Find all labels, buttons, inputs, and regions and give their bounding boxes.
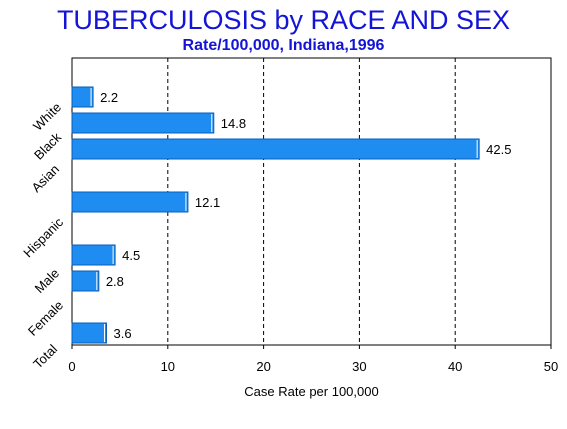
x-axis-ticks: 0 10 20 30 40 50: [68, 345, 558, 374]
x-tick-label: 50: [544, 359, 558, 374]
category-label: Male: [32, 266, 63, 297]
value-label: 14.8: [221, 116, 246, 131]
x-axis-title: Case Rate per 100,000: [244, 384, 378, 399]
bar-female: [71, 270, 100, 292]
category-label: Hispanic: [20, 214, 66, 260]
chart-subtitle: Rate/100,000, Indiana,1996: [182, 37, 385, 54]
bars: [71, 86, 480, 344]
chart-title: TUBERCULOSIS by RACE AND SEX: [56, 5, 511, 35]
bar-hispanic: [71, 191, 189, 213]
bar-asian: [71, 138, 480, 160]
category-label: Black: [31, 129, 64, 162]
bar-black: [71, 112, 215, 134]
category-label: Female: [25, 298, 66, 339]
value-labels: 2.2 14.8 42.5 12.1 4.5 2.8 3.6: [100, 90, 511, 341]
bar-total: [71, 322, 107, 344]
x-tick-label: 10: [161, 359, 175, 374]
x-tick-label: 20: [256, 359, 270, 374]
x-tick-label: 30: [352, 359, 366, 374]
value-label: 3.6: [113, 326, 131, 341]
value-label: 42.5: [486, 142, 511, 157]
bar-white: [71, 86, 94, 108]
category-label: White: [30, 100, 64, 134]
value-label: 2.2: [100, 90, 118, 105]
x-tick-label: 40: [448, 359, 462, 374]
value-label: 4.5: [122, 248, 140, 263]
category-label: Asian: [29, 162, 63, 196]
value-label: 12.1: [195, 195, 220, 210]
category-label: Total: [30, 341, 60, 371]
bar-male: [71, 244, 116, 266]
x-tick-label: 0: [68, 359, 75, 374]
value-label: 2.8: [106, 274, 124, 289]
